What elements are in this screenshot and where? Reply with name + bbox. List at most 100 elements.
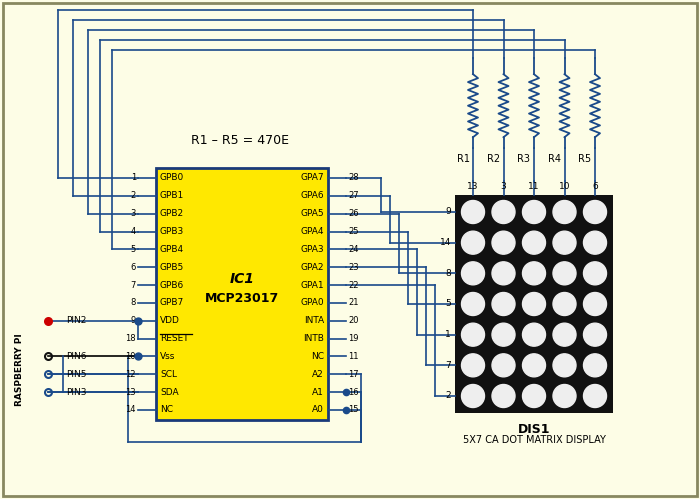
Circle shape (461, 231, 484, 254)
Circle shape (553, 201, 576, 224)
Circle shape (492, 201, 515, 224)
Text: GPA4: GPA4 (300, 227, 324, 236)
Circle shape (553, 354, 576, 377)
Text: VDD: VDD (160, 316, 180, 325)
Circle shape (584, 385, 606, 408)
Circle shape (553, 385, 576, 408)
Text: PIN6: PIN6 (66, 352, 86, 361)
Text: GPA2: GPA2 (300, 263, 324, 272)
Text: Vss: Vss (160, 352, 176, 361)
Text: A0: A0 (312, 406, 324, 415)
Text: 10: 10 (125, 352, 136, 361)
Text: 17: 17 (348, 370, 358, 379)
Text: 15: 15 (348, 406, 358, 415)
Text: 20: 20 (348, 316, 358, 325)
Text: 5X7 CA DOT MATRIX DISPLAY: 5X7 CA DOT MATRIX DISPLAY (463, 435, 606, 445)
Text: GPA1: GPA1 (300, 280, 324, 289)
Text: 21: 21 (348, 298, 358, 307)
Text: 24: 24 (348, 245, 358, 254)
Circle shape (461, 201, 484, 224)
Text: R1 – R5 = 470E: R1 – R5 = 470E (191, 134, 289, 147)
Text: 28: 28 (348, 174, 358, 183)
Text: 14: 14 (125, 406, 136, 415)
Text: 11: 11 (528, 182, 540, 191)
Text: 14: 14 (440, 238, 451, 247)
Text: MCP23017: MCP23017 (205, 292, 279, 305)
Text: 25: 25 (348, 227, 358, 236)
Text: 5: 5 (445, 299, 451, 308)
Circle shape (553, 323, 576, 346)
Circle shape (522, 292, 545, 315)
Circle shape (461, 323, 484, 346)
Text: RASPBERRY PI: RASPBERRY PI (15, 334, 24, 406)
Text: NC: NC (311, 352, 324, 361)
Circle shape (584, 354, 606, 377)
Text: 19: 19 (348, 334, 358, 343)
Circle shape (461, 292, 484, 315)
Text: 23: 23 (348, 263, 358, 272)
Circle shape (584, 323, 606, 346)
Text: 13: 13 (125, 388, 136, 397)
Circle shape (522, 354, 545, 377)
Text: GPA3: GPA3 (300, 245, 324, 254)
Text: PIN3: PIN3 (66, 388, 86, 397)
Text: GPA6: GPA6 (300, 191, 324, 200)
Circle shape (522, 231, 545, 254)
Text: R3: R3 (517, 154, 531, 164)
Circle shape (522, 262, 545, 285)
Circle shape (553, 292, 576, 315)
Circle shape (492, 262, 515, 285)
Text: R4: R4 (548, 154, 561, 164)
Text: GPB2: GPB2 (160, 209, 184, 218)
Text: DIS1: DIS1 (518, 423, 550, 436)
Circle shape (492, 323, 515, 346)
Text: GPA0: GPA0 (300, 298, 324, 307)
Circle shape (553, 262, 576, 285)
Text: 8: 8 (131, 298, 136, 307)
Text: 3: 3 (131, 209, 136, 218)
Text: PIN2: PIN2 (66, 316, 86, 325)
Text: 6: 6 (592, 182, 598, 191)
Circle shape (522, 385, 545, 408)
Circle shape (584, 231, 606, 254)
Text: GPA5: GPA5 (300, 209, 324, 218)
Circle shape (492, 354, 515, 377)
Text: 11: 11 (348, 352, 358, 361)
Text: GPB0: GPB0 (160, 174, 184, 183)
Text: PIN5: PIN5 (66, 370, 86, 379)
Text: INTB: INTB (303, 334, 324, 343)
Circle shape (492, 231, 515, 254)
Bar (156, 168, 328, 420)
Text: 10: 10 (559, 182, 570, 191)
Circle shape (584, 201, 606, 224)
Text: SDA: SDA (160, 388, 178, 397)
Circle shape (522, 323, 545, 346)
Text: R2: R2 (487, 154, 500, 164)
Text: R5: R5 (578, 154, 592, 164)
Text: GPA7: GPA7 (300, 174, 324, 183)
Text: GPB6: GPB6 (160, 280, 184, 289)
Text: 13: 13 (468, 182, 479, 191)
Circle shape (461, 385, 484, 408)
Text: 1: 1 (445, 330, 451, 339)
Text: 1: 1 (131, 174, 136, 183)
Text: 9: 9 (445, 208, 451, 217)
Text: 6: 6 (131, 263, 136, 272)
Text: 8: 8 (445, 269, 451, 278)
Circle shape (492, 385, 515, 408)
Text: 5: 5 (131, 245, 136, 254)
Text: 26: 26 (348, 209, 358, 218)
Circle shape (461, 262, 484, 285)
Text: GPB4: GPB4 (160, 245, 184, 254)
Text: 12: 12 (125, 370, 136, 379)
Circle shape (461, 354, 484, 377)
Text: 2: 2 (445, 392, 451, 401)
Circle shape (553, 231, 576, 254)
Text: 2: 2 (131, 191, 136, 200)
Text: RESET: RESET (160, 334, 188, 343)
Text: IC1: IC1 (230, 272, 254, 286)
Text: 4: 4 (131, 227, 136, 236)
Text: SCL: SCL (160, 370, 177, 379)
Text: 16: 16 (348, 388, 358, 397)
Text: GPB3: GPB3 (160, 227, 184, 236)
